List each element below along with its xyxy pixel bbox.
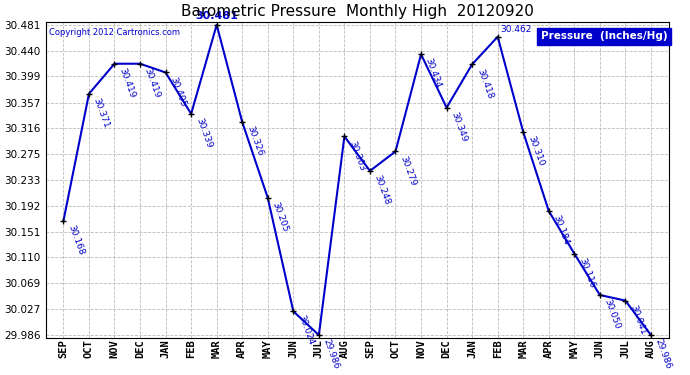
Text: 30.434: 30.434 — [424, 57, 443, 90]
Text: 30.339: 30.339 — [194, 117, 213, 149]
Title: Barometric Pressure  Monthly High  20120920: Barometric Pressure Monthly High 2012092… — [181, 4, 533, 19]
Text: 30.371: 30.371 — [92, 97, 111, 129]
Text: 30.184: 30.184 — [551, 214, 571, 246]
Text: 30.418: 30.418 — [475, 67, 494, 100]
Text: Copyright 2012 Cartronics.com: Copyright 2012 Cartronics.com — [48, 28, 179, 37]
Text: 30.326: 30.326 — [245, 125, 264, 158]
Text: 30.248: 30.248 — [373, 174, 392, 206]
Text: 30.462: 30.462 — [500, 25, 532, 34]
Text: 29.986: 29.986 — [322, 338, 341, 370]
Text: 30.041: 30.041 — [628, 303, 647, 336]
Text: 30.303: 30.303 — [347, 139, 366, 172]
Text: 30.205: 30.205 — [270, 201, 290, 233]
Text: 30.481: 30.481 — [195, 11, 238, 21]
Text: 30.349: 30.349 — [449, 110, 469, 143]
Text: 30.419: 30.419 — [117, 66, 137, 99]
Text: Pressure  (Inches/Hg): Pressure (Inches/Hg) — [541, 31, 668, 41]
Text: 30.168: 30.168 — [66, 224, 86, 256]
Text: 30.405: 30.405 — [168, 75, 188, 108]
Text: 29.986: 29.986 — [653, 338, 673, 370]
Text: 30.310: 30.310 — [526, 135, 545, 168]
Text: 30.279: 30.279 — [398, 154, 417, 187]
Text: 30.116: 30.116 — [577, 256, 596, 289]
Text: 30.024: 30.024 — [296, 314, 315, 346]
Text: 30.419: 30.419 — [143, 66, 162, 99]
Text: 30.050: 30.050 — [602, 298, 622, 331]
